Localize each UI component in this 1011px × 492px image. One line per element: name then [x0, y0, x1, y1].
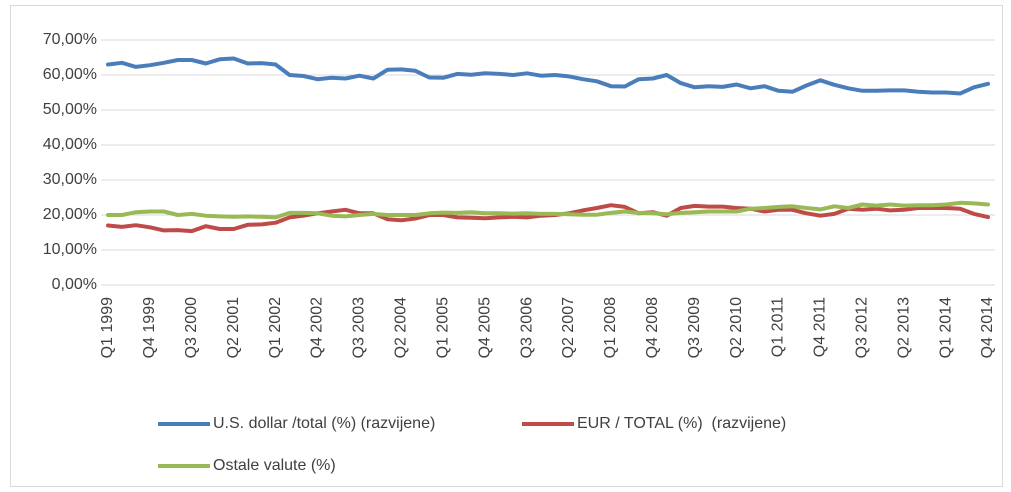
x-tick-label: Q2 2007 — [560, 297, 577, 358]
x-tick-label: Q1 2005 — [434, 297, 451, 358]
chart-border — [10, 5, 1003, 487]
x-tick-label: Q2 2010 — [728, 297, 745, 358]
x-tick-label: Q2 2001 — [225, 297, 242, 358]
x-tick-label: Q3 2000 — [183, 297, 200, 358]
x-tick-label: Q1 2014 — [937, 297, 954, 358]
y-tick-label: 10,00% — [43, 241, 97, 258]
y-tick-label: 0,00% — [52, 276, 97, 293]
x-tick-label: Q4 1999 — [141, 297, 158, 358]
x-tick-label: Q4 2005 — [476, 297, 493, 358]
x-tick-label: Q4 2002 — [309, 297, 326, 358]
x-tick-label: Q3 2003 — [351, 297, 368, 358]
x-tick-label: Q2 2004 — [393, 297, 410, 358]
y-tick-label: 40,00% — [43, 136, 97, 153]
x-tick-label: Q4 2014 — [979, 297, 996, 358]
legend-label: EUR / TOTAL (%) (razvijene) — [577, 415, 786, 432]
series-line — [106, 56, 990, 96]
x-tick-label: Q1 2008 — [602, 297, 619, 358]
x-tick-label: Q4 2008 — [644, 297, 661, 358]
legend-label: U.S. dollar /total (%) (razvijene) — [213, 415, 435, 432]
x-tick-label: Q3 2012 — [854, 297, 871, 358]
series-line — [106, 200, 990, 220]
x-tick-label: Q3 2009 — [686, 297, 703, 358]
y-tick-label: 70,00% — [43, 31, 97, 48]
y-tick-label: 60,00% — [43, 66, 97, 83]
x-tick-label: Q1 2011 — [770, 297, 787, 357]
x-tick-label: Q1 2002 — [267, 297, 284, 358]
y-tick-label: 20,00% — [43, 206, 97, 223]
y-tick-label: 50,00% — [43, 101, 97, 118]
x-tick-label: Q3 2006 — [518, 297, 535, 358]
x-tick-label: Q2 2013 — [895, 297, 912, 358]
x-tick-label: Q4 2011 — [812, 297, 829, 357]
legend-label: Ostale valute (%) — [213, 457, 336, 474]
y-tick-label: 30,00% — [43, 171, 97, 188]
x-tick-label: Q1 1999 — [99, 297, 116, 358]
